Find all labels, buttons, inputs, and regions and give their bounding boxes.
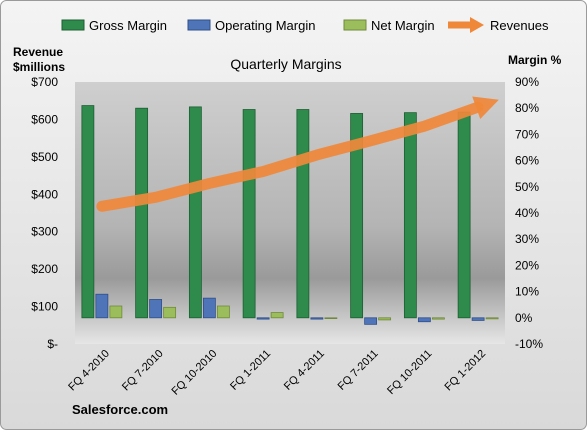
right-tick-label: 90% [515, 75, 539, 89]
bar-net-margin [109, 305, 123, 319]
bar-net-margin [378, 317, 392, 321]
bar-operating-margin [202, 297, 216, 319]
bar-gross-margin [457, 111, 471, 319]
bar-group [81, 105, 499, 325]
right-tick-label: 50% [515, 180, 539, 194]
revenue-series [96, 96, 499, 212]
bar-gross-margin [81, 105, 95, 319]
right-axis: -10% 0% 10% 20% 30% 40% 50% 60% 70% 80% 90% [515, 75, 543, 351]
right-tick-label: 0% [515, 311, 533, 325]
right-tick-label: 80% [515, 101, 539, 115]
bar-gross-margin [403, 112, 417, 319]
right-tick-label: 70% [515, 127, 539, 141]
left-tick-label: $200 [31, 262, 58, 276]
legend: Gross Margin Operating Margin Net Margin… [61, 17, 549, 33]
left-tick-label: $400 [31, 187, 58, 201]
bar-net-margin [324, 317, 338, 319]
legend-swatch-gross-margin [61, 19, 85, 31]
revenue-line [96, 101, 484, 212]
bar-gross-margin [296, 109, 310, 319]
legend-label-operating-margin: Operating Margin [215, 18, 315, 33]
chart-title: Quarterly Margins [230, 56, 341, 72]
right-tick-label: -10% [515, 337, 543, 351]
bar-net-margin [163, 306, 177, 319]
legend-swatch-net-margin [343, 19, 367, 31]
left-tick-label: $100 [31, 300, 58, 314]
bar-gross-margin [350, 113, 364, 319]
legend-swatch-operating-margin [187, 19, 211, 31]
bar-operating-margin [149, 299, 163, 319]
legend-label-gross-margin: Gross Margin [89, 18, 167, 33]
watermark: Salesforce.com [72, 402, 168, 417]
bar-net-margin [431, 317, 445, 320]
left-tick-label: $500 [31, 150, 58, 164]
bar-gross-margin [188, 106, 202, 319]
bar-net-margin [485, 317, 499, 320]
left-axis-title-line1: Revenue [13, 45, 63, 59]
right-tick-label: 60% [515, 154, 539, 168]
bar-net-margin [270, 312, 284, 319]
bar-operating-margin [417, 317, 431, 323]
left-tick-label: $300 [31, 225, 58, 239]
bar-operating-margin [95, 293, 109, 319]
revenue-arrowhead [472, 96, 499, 120]
bar-operating-margin [256, 317, 270, 320]
right-axis-title: Margin % [508, 53, 562, 67]
right-tick-label: 40% [515, 206, 539, 220]
left-axis: $- $100 $200 $300 $400 $500 $600 $700 [31, 75, 58, 351]
bar-net-margin [216, 305, 230, 319]
bar-operating-margin [471, 317, 485, 321]
legend-label-net-margin: Net Margin [371, 18, 435, 33]
right-tick-label: 10% [515, 285, 539, 299]
bar-operating-margin [364, 317, 378, 325]
bar-gross-margin [242, 109, 256, 319]
left-tick-label: $- [47, 337, 58, 351]
bar-gross-margin [135, 107, 149, 319]
legend-label-revenues: Revenues [490, 18, 549, 33]
left-tick-label: $700 [31, 75, 58, 89]
bar-operating-margin [310, 317, 324, 320]
legend-swatch-revenues-arrowhead [470, 17, 484, 33]
left-tick-label: $600 [31, 112, 58, 126]
right-tick-label: 20% [515, 258, 539, 272]
right-tick-label: 30% [515, 232, 539, 246]
left-axis-title-line2: $millions [13, 60, 65, 74]
